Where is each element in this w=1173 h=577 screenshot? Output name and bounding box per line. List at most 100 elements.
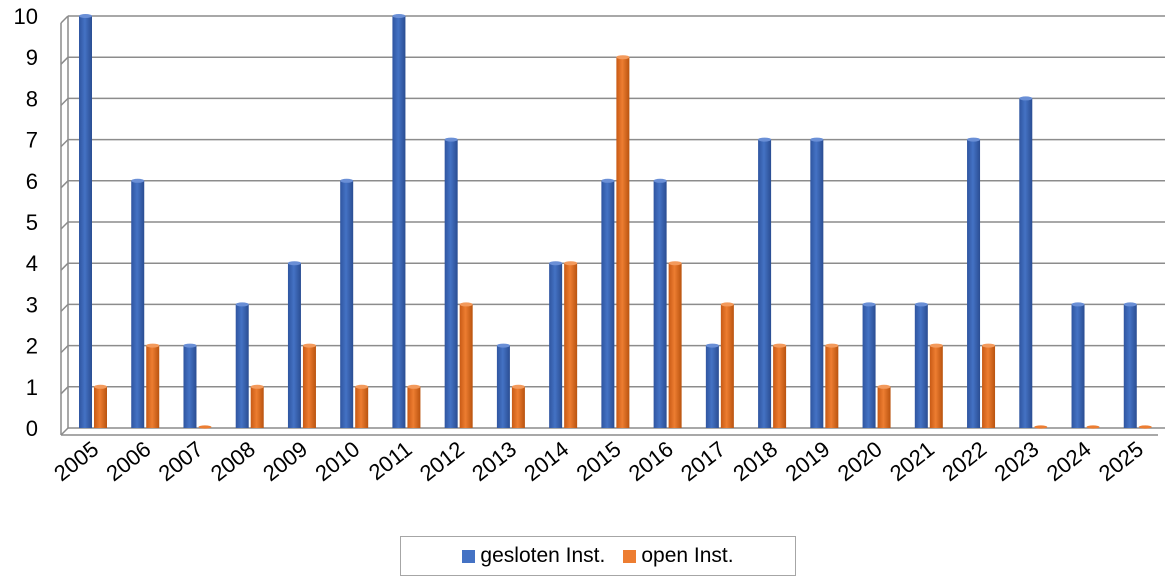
- y-tick-label: 0: [26, 416, 38, 441]
- bar-cap: [773, 343, 787, 348]
- gridline-depth: [60, 221, 69, 230]
- bar-open: [355, 384, 369, 428]
- x-tick-label: 2011: [364, 436, 417, 485]
- bar-cap: [668, 261, 682, 266]
- bar-body: [616, 57, 630, 428]
- bar-gesloten: [340, 178, 354, 428]
- x-tick-label: 2020: [833, 436, 887, 486]
- bar-open: [773, 343, 787, 428]
- x-tick-label: 2013: [467, 436, 521, 486]
- bar-body: [235, 304, 249, 428]
- bar-open: [511, 384, 525, 428]
- bar-gesloten: [653, 178, 667, 428]
- bar-gesloten: [549, 261, 563, 428]
- bar-cap: [94, 384, 107, 389]
- x-tick-label: 2021: [885, 436, 939, 486]
- bar-body: [549, 263, 563, 428]
- bar-open: [929, 343, 943, 428]
- bar-body: [496, 345, 510, 428]
- bar-body: [287, 263, 301, 428]
- bar-cap: [340, 178, 354, 183]
- gridline-depth: [60, 303, 69, 312]
- x-tick-label: 2024: [1042, 436, 1096, 486]
- bar-cap: [459, 302, 473, 307]
- x-tick-label: 2018: [728, 436, 782, 486]
- bar-cap: [235, 302, 249, 307]
- bar-body: [511, 386, 525, 428]
- bar-gesloten: [914, 302, 928, 428]
- bar-body: [183, 345, 197, 428]
- bar-open: [982, 343, 996, 428]
- bar-cap: [1019, 96, 1033, 101]
- bar-cap: [549, 261, 563, 266]
- gridline-depth: [60, 386, 69, 395]
- bar-gesloten: [444, 137, 458, 428]
- x-tick-label: 2022: [937, 436, 991, 486]
- bar-open: [1034, 425, 1048, 429]
- bar-body: [825, 345, 839, 428]
- bar-gesloten: [705, 343, 719, 428]
- bar-open: [198, 425, 212, 429]
- bar-gesloten: [79, 14, 92, 428]
- x-tick-label: 2008: [206, 436, 260, 486]
- bar-body: [929, 345, 943, 428]
- bar-body: [250, 386, 264, 428]
- bar-cap: [131, 178, 145, 183]
- gridline-depth: [60, 15, 69, 24]
- legend: gesloten Inst. open Inst.: [400, 536, 796, 576]
- bar-body: [79, 16, 92, 428]
- legend-swatch-gesloten: [462, 549, 476, 563]
- bar-cap: [720, 302, 734, 307]
- x-tick-label: 2025: [1094, 436, 1148, 486]
- bar-gesloten: [1071, 302, 1085, 428]
- x-tick-label: 2006: [101, 436, 155, 486]
- bar-body: [444, 139, 458, 428]
- bar-gesloten: [601, 178, 615, 428]
- y-tick-label: 8: [26, 86, 38, 111]
- bar-cap: [705, 343, 719, 348]
- x-tick-label: 2012: [415, 436, 469, 486]
- bar-cap: [967, 137, 981, 142]
- bar-gesloten: [287, 261, 301, 428]
- bar-gesloten: [1123, 302, 1137, 428]
- x-tick-label: 2014: [519, 436, 573, 486]
- gridline-depth: [60, 262, 69, 271]
- y-tick-label: 7: [26, 128, 38, 153]
- y-tick-label: 4: [26, 251, 38, 276]
- x-tick-label: 2009: [258, 436, 312, 486]
- gridline-depth: [60, 97, 69, 106]
- x-tick-label: 2007: [154, 436, 208, 486]
- bar-body: [810, 139, 824, 428]
- bar-body: [653, 180, 667, 428]
- legend-label-gesloten: gesloten Inst.: [480, 544, 606, 567]
- bar-open: [459, 302, 473, 428]
- bar-cap: [183, 343, 197, 348]
- bar-body: [967, 139, 981, 428]
- bars: [79, 14, 1152, 429]
- bar-cap: [810, 137, 824, 142]
- bar-cap: [877, 384, 891, 389]
- bar-body: [720, 304, 734, 428]
- bar-body: [601, 180, 615, 428]
- bar-body: [982, 345, 996, 428]
- y-tick-label: 9: [26, 45, 38, 70]
- bar-body: [1019, 98, 1033, 429]
- bar-cap: [444, 137, 458, 142]
- legend-label-open: open Inst.: [641, 544, 734, 567]
- bar-cap: [601, 178, 615, 183]
- y-tick-label: 2: [26, 334, 38, 359]
- bar-cap: [496, 343, 510, 348]
- x-tick-label: 2017: [676, 436, 730, 486]
- y-tick-label: 3: [26, 292, 38, 317]
- bar-body: [392, 16, 406, 428]
- bar-open: [720, 302, 734, 428]
- bar-cap: [758, 137, 772, 142]
- bar-body: [302, 345, 316, 428]
- bar-body: [914, 304, 928, 428]
- bar-open: [146, 343, 160, 428]
- bar-cap: [982, 343, 996, 348]
- bar-cap: [407, 384, 421, 389]
- x-tick-label: 2005: [49, 436, 103, 486]
- bar-body: [705, 345, 719, 428]
